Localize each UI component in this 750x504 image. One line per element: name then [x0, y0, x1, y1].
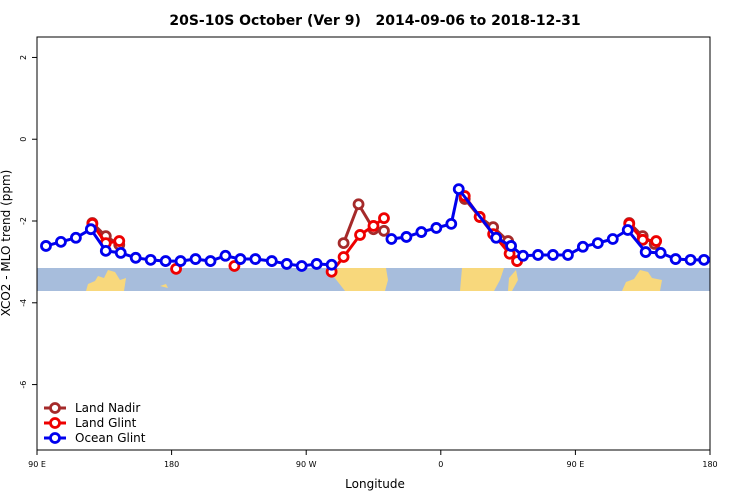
- legend-label: Land Nadir: [75, 401, 140, 415]
- data-point: [532, 249, 544, 261]
- data-point: [144, 253, 157, 266]
- data-point: [547, 249, 559, 261]
- data-point: [517, 249, 529, 262]
- data-point: [445, 217, 458, 230]
- land-shape: [508, 270, 518, 291]
- x-tick-label: 180: [702, 460, 717, 469]
- x-tick-label: 90 E: [28, 460, 46, 469]
- data-point: [337, 251, 350, 263]
- data-point: [99, 244, 112, 257]
- data-point: [415, 226, 428, 238]
- data-point: [639, 246, 652, 258]
- data-point: [265, 255, 278, 267]
- chart-title: 20S-10S October (Ver 9) 2014-09-06 to 20…: [169, 13, 580, 29]
- data-point: [55, 235, 67, 248]
- data-point: [280, 258, 293, 270]
- data-point: [40, 240, 52, 252]
- legend-marker: [49, 417, 61, 429]
- y-tick-label: -4: [19, 299, 28, 307]
- data-point: [204, 255, 217, 267]
- data-point: [129, 251, 142, 264]
- x-axis-label: Longitude: [345, 477, 405, 491]
- y-tick-label: -2: [19, 217, 28, 225]
- y-tick-label: 2: [19, 55, 28, 60]
- data-point: [385, 233, 398, 245]
- data-point: [505, 240, 517, 252]
- data-point: [576, 240, 589, 253]
- data-point: [114, 247, 127, 259]
- land-shape: [622, 270, 662, 291]
- legend-marker: [49, 402, 61, 414]
- data-point: [621, 224, 634, 236]
- data-point: [367, 220, 380, 232]
- x-tick-label: 180: [164, 460, 179, 469]
- y-axis-label: XCO2 - MLO trend (ppm): [0, 170, 13, 317]
- x-tick-label: 0: [438, 460, 443, 469]
- data-point: [352, 198, 365, 211]
- data-point: [650, 235, 663, 247]
- x-tick-label: 90 W: [296, 460, 317, 469]
- x-tick-label: 90 E: [567, 460, 585, 469]
- data-point: [159, 255, 172, 267]
- data-point: [228, 260, 241, 272]
- data-point: [452, 183, 465, 196]
- data-point: [378, 212, 390, 225]
- data-point: [337, 237, 350, 249]
- data-point: [378, 224, 390, 237]
- legend-marker: [49, 432, 61, 444]
- land-shape: [460, 268, 504, 291]
- data-point: [606, 233, 619, 245]
- data-point: [430, 222, 443, 234]
- plot-frame: [36, 36, 711, 451]
- data-point: [400, 231, 413, 243]
- data-point: [84, 223, 97, 236]
- land-shape: [330, 268, 388, 291]
- data-point: [325, 258, 338, 271]
- data-point: [490, 231, 503, 244]
- y-tick-label: -6: [19, 381, 28, 389]
- data-point: [591, 237, 604, 249]
- data-point: [249, 253, 262, 265]
- data-point: [189, 253, 202, 265]
- legend-label: Land Glint: [75, 416, 137, 430]
- data-point: [310, 258, 323, 270]
- data-point: [636, 233, 649, 246]
- y-tick-label: 0: [19, 137, 28, 142]
- land-shape: [160, 284, 168, 288]
- legend-label: Ocean Glint: [75, 431, 146, 445]
- land-shape: [86, 270, 126, 291]
- map-band: [37, 268, 710, 291]
- data-point: [113, 235, 126, 247]
- data-point: [669, 253, 682, 265]
- data-point: [562, 249, 574, 261]
- data-point: [698, 253, 710, 266]
- data-point: [69, 231, 82, 244]
- data-point: [684, 253, 697, 266]
- data-point: [654, 247, 667, 259]
- data-point: [234, 253, 247, 265]
- data-point: [219, 249, 232, 262]
- data-point: [295, 260, 308, 272]
- data-point: [174, 255, 187, 267]
- data-point: [354, 229, 366, 241]
